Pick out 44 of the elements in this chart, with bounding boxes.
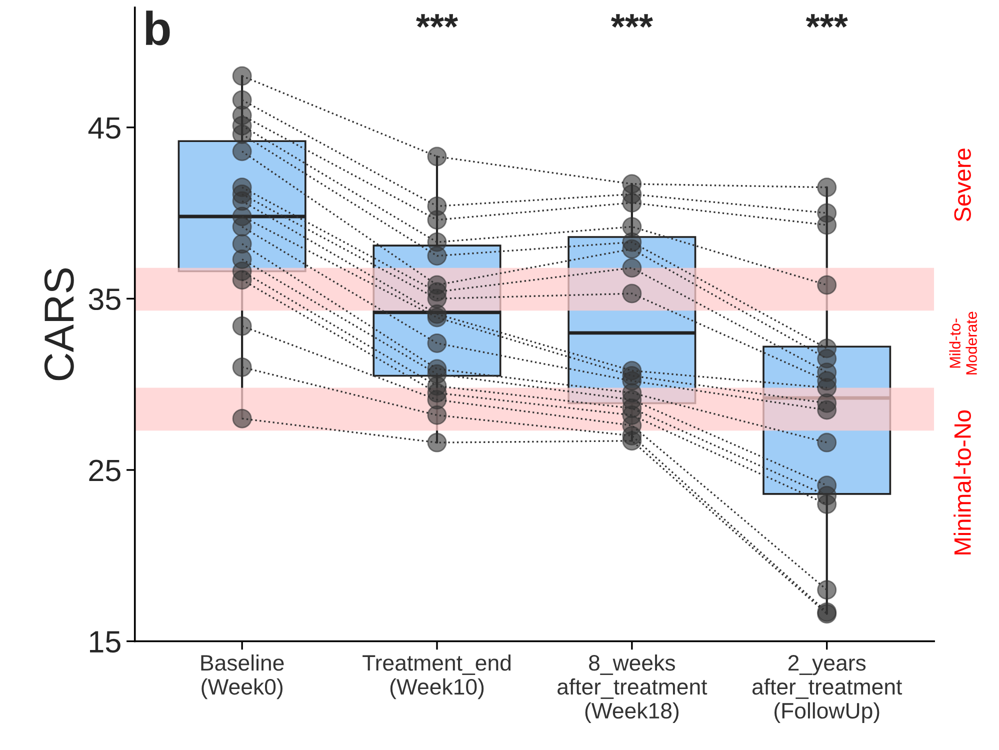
point (817, 432, 837, 452)
point (622, 431, 642, 451)
annotation: *** (806, 14, 848, 28)
point (232, 216, 252, 236)
point (427, 405, 447, 425)
point (232, 124, 252, 144)
point (622, 284, 642, 304)
point (232, 66, 252, 86)
x-tick-label: Baseline (Week0) (201, 654, 284, 700)
point (817, 275, 837, 295)
y-tick-label: 35 (88, 288, 120, 310)
y-tick-label: 45 (88, 117, 120, 139)
point (427, 210, 447, 230)
text: Minimal-to-No (954, 410, 971, 554)
point (427, 333, 447, 353)
point (622, 193, 642, 213)
point (232, 142, 252, 162)
point (427, 432, 447, 452)
point (817, 378, 837, 398)
annotation: *** (610, 14, 653, 28)
point (817, 494, 837, 514)
x-tick-label: Treatment_end (Week10) (362, 654, 511, 700)
annotation: b (146, 10, 170, 46)
point (622, 258, 642, 278)
annotation: *** (416, 14, 458, 28)
point (817, 580, 837, 600)
point (622, 239, 642, 259)
point (232, 316, 252, 336)
point (817, 215, 837, 235)
y-tick-label: 25 (89, 460, 120, 482)
x-tick-label: 2_years after_treatment (FollowUp) (752, 655, 902, 724)
point (817, 400, 837, 420)
x-tick-label: 8_weeks after_treatment (Week18) (558, 654, 708, 724)
point (817, 178, 837, 198)
text: Severe (954, 148, 971, 222)
y-axis-title: CARS (44, 268, 74, 380)
point (427, 308, 447, 328)
point (427, 246, 447, 266)
point (232, 357, 252, 377)
point (427, 146, 447, 166)
y-tick-label: 15 (90, 631, 120, 653)
point (232, 408, 252, 428)
text: Mild-to- Moderate (949, 312, 977, 374)
point (232, 270, 252, 290)
